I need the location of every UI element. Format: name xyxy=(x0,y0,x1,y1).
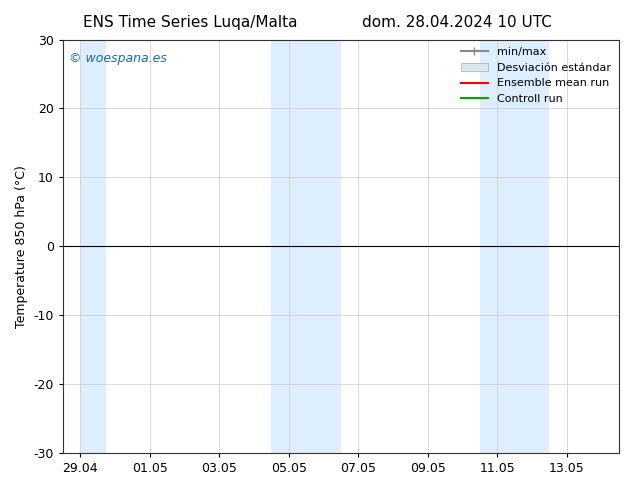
Bar xyxy=(480,40,550,453)
Text: ENS Time Series Luqa/Malta: ENS Time Series Luqa/Malta xyxy=(83,15,297,30)
Text: dom. 28.04.2024 10 UTC: dom. 28.04.2024 10 UTC xyxy=(361,15,552,30)
Bar xyxy=(271,40,341,453)
Y-axis label: Temperature 850 hPa (°C): Temperature 850 hPa (°C) xyxy=(15,165,28,328)
Text: © woespana.es: © woespana.es xyxy=(68,52,166,65)
Legend: min/max, Desviación estándar, Ensemble mean run, Controll run: min/max, Desviación estándar, Ensemble m… xyxy=(456,43,616,108)
Bar xyxy=(81,40,107,453)
